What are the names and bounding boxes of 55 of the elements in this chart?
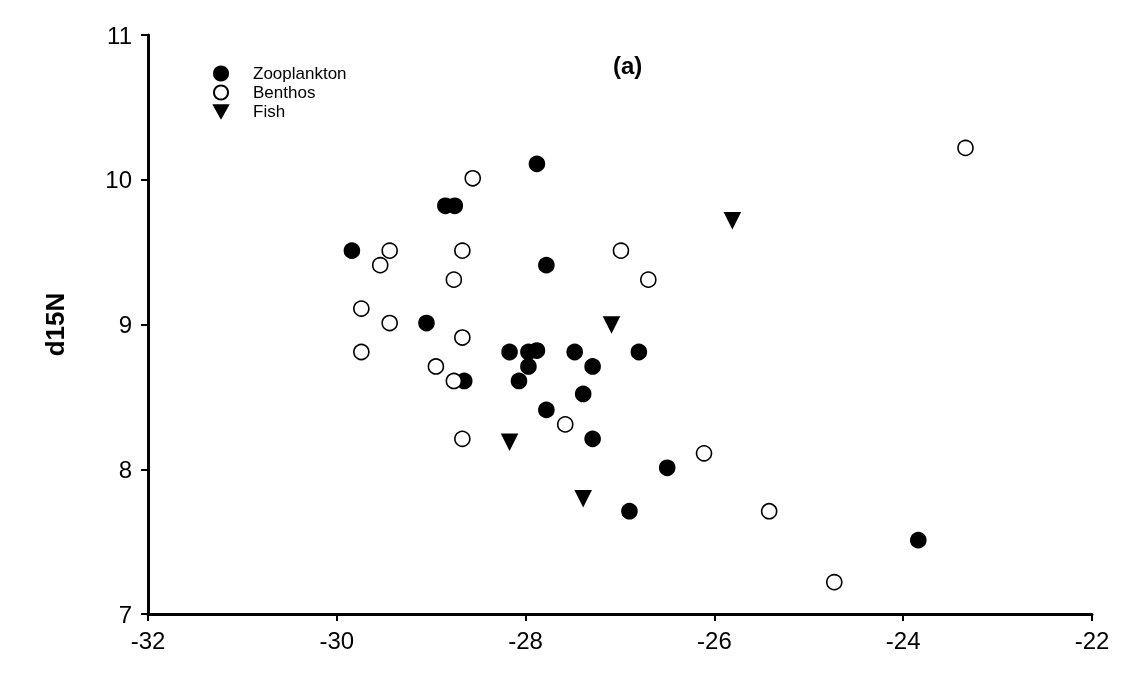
y-tick-label: 9 <box>118 311 132 338</box>
point <box>445 271 463 288</box>
point <box>381 314 398 332</box>
y-tick-label: 10 <box>105 166 132 194</box>
x-tick-label: -32 <box>130 626 166 654</box>
point <box>724 211 741 229</box>
point <box>427 358 445 375</box>
point <box>418 314 435 332</box>
point <box>538 401 555 419</box>
point <box>826 573 843 591</box>
x-tick-label: -30 <box>319 626 355 654</box>
point <box>760 502 778 520</box>
text: (a) <box>613 51 643 79</box>
point <box>353 343 370 361</box>
point <box>574 489 592 507</box>
point <box>454 242 471 259</box>
point <box>381 242 398 259</box>
point <box>658 459 676 477</box>
y-tick-label: 11 <box>107 21 132 49</box>
point <box>640 271 657 288</box>
point <box>603 316 620 333</box>
point <box>445 372 463 390</box>
point <box>528 155 546 173</box>
y-tick-label: 8 <box>118 455 132 483</box>
point <box>584 358 601 375</box>
y-axis-title: d15N <box>40 292 70 357</box>
point <box>464 170 482 187</box>
x-tick-label: -26 <box>697 626 732 654</box>
point <box>957 139 974 157</box>
legend-label: Benthos <box>253 83 316 102</box>
point <box>454 329 471 346</box>
point <box>538 256 555 274</box>
point <box>454 430 471 448</box>
point <box>584 430 601 448</box>
point <box>574 385 592 403</box>
point <box>695 445 713 462</box>
point <box>353 300 370 317</box>
point <box>343 242 361 259</box>
point <box>510 372 528 390</box>
x-tick-label: -24 <box>885 626 921 654</box>
point <box>501 343 518 361</box>
x-tick-label: -22 <box>1074 626 1110 654</box>
point <box>910 531 927 549</box>
point <box>520 358 537 375</box>
legend-label: Zooplankton <box>253 64 347 83</box>
point <box>621 502 638 520</box>
point <box>612 242 630 259</box>
point <box>566 343 583 361</box>
x-tick-label: -28 <box>508 626 543 654</box>
point <box>630 343 648 361</box>
point <box>371 256 389 274</box>
point <box>501 433 518 451</box>
legend-label: Fish <box>253 102 286 121</box>
y-tick-label: 7 <box>118 600 132 628</box>
point <box>556 416 574 433</box>
